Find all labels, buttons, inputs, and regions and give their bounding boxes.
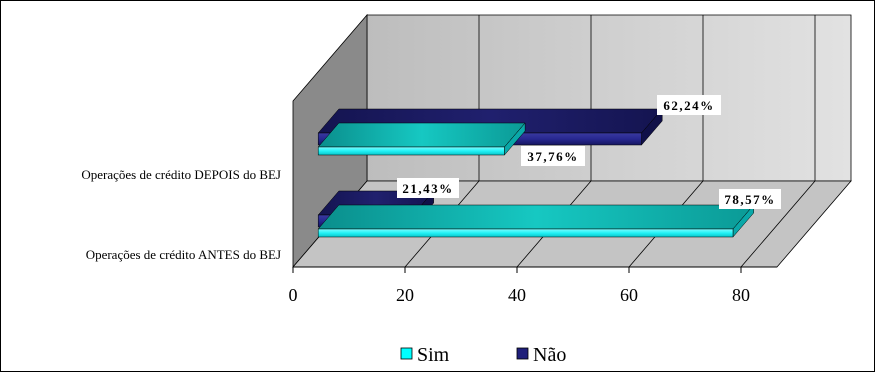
x-tick-label: 20 — [396, 285, 414, 305]
data-label-text: 21,43% — [402, 181, 453, 196]
data-label-text: 62,24% — [663, 98, 714, 113]
data-label-box — [521, 146, 585, 166]
bar-top — [317, 204, 755, 230]
data-label: 78,57% — [719, 189, 781, 209]
bar-sim-1 — [317, 122, 526, 156]
x-tick-label: 60 — [620, 285, 638, 305]
x-tick-label: 80 — [732, 285, 750, 305]
category-label: Operações de crédito DEPOIS do BEJ — [81, 167, 281, 182]
data-label: 37,76% — [521, 146, 585, 166]
legend-label: Sim — [417, 344, 450, 366]
bar-front — [317, 228, 734, 238]
back-wall — [366, 14, 852, 182]
data-label-text: 78,57% — [724, 192, 775, 207]
legend-swatch — [516, 347, 529, 360]
data-label-text: 37,76% — [527, 149, 578, 164]
gridline-floor — [740, 180, 816, 268]
bar-top — [317, 122, 526, 148]
bar-front — [317, 146, 505, 156]
data-label: 21,43% — [397, 178, 459, 198]
legend-item-não: Não — [516, 344, 566, 366]
x-tick-label: 0 — [289, 285, 298, 305]
data-label: 62,24% — [657, 95, 721, 115]
data-label-box — [397, 178, 459, 198]
category-label: Operações de crédito ANTES do BEJ — [86, 247, 281, 262]
legend-swatch — [400, 347, 413, 360]
data-label-box — [657, 95, 721, 115]
data-label-box — [719, 189, 781, 209]
legend-item-sim: Sim — [400, 344, 450, 366]
x-tick-label: 40 — [508, 285, 526, 305]
legend-label: Não — [533, 344, 566, 366]
bar-sim-0 — [317, 204, 755, 238]
